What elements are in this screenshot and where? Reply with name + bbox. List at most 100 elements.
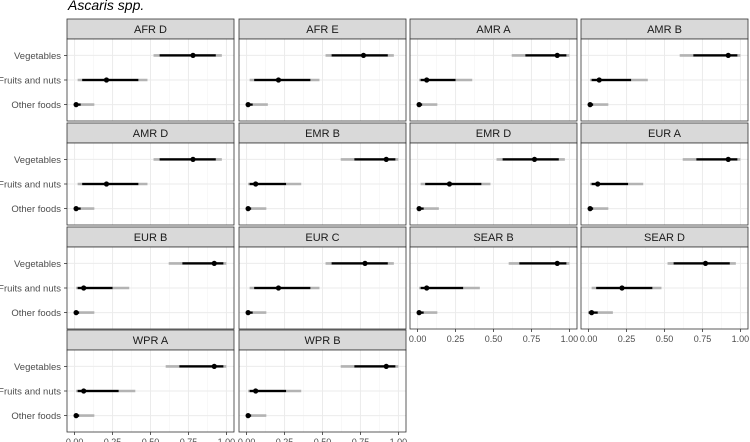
x-tick-label: 1.00 xyxy=(218,437,236,442)
facet-label: AFR D xyxy=(134,24,167,36)
facet-panel: SEAR D 0.00 0.25 0.50 0.75 1.00 xyxy=(580,226,750,344)
y-tick-label: Other foods xyxy=(11,204,61,215)
x-tick-label: 0.00 xyxy=(409,334,427,344)
facet-panels: AFR D Vegetables Fruits and nuts Other food… xyxy=(0,18,750,442)
median-point xyxy=(416,206,422,212)
median-point xyxy=(589,310,595,316)
y-tick-label: Vegetables xyxy=(14,155,61,166)
y-tick-label: Vegetables xyxy=(14,362,61,373)
facet-label: WPR A xyxy=(133,335,169,347)
panel-border xyxy=(409,142,578,226)
facet-panel: AMR A xyxy=(409,18,578,122)
x-tick-label: 1.00 xyxy=(561,334,579,344)
median-point xyxy=(253,388,259,394)
panel-border xyxy=(580,38,749,122)
median-point xyxy=(725,156,731,162)
median-point xyxy=(360,52,367,59)
facet-panel: AFR D Vegetables Fruits and nuts Other food… xyxy=(0,18,235,122)
facet-panel: EMR B xyxy=(238,122,407,226)
panel-border xyxy=(580,142,749,226)
x-tick-label: 0.00 xyxy=(66,437,84,442)
y-tick-label: Fruits and nuts xyxy=(0,76,61,87)
facet-label: AMR B xyxy=(647,24,682,36)
y-tick-label: Fruits and nuts xyxy=(0,180,61,191)
facet-panel: EUR A xyxy=(580,122,749,226)
median-point xyxy=(190,156,196,162)
facet-panel: AMR D Vegetables Fruits and nuts Other food… xyxy=(0,122,235,226)
x-tick-label: 0.75 xyxy=(523,334,541,344)
median-point xyxy=(362,260,368,266)
median-point xyxy=(554,52,560,59)
x-tick-label: 0.00 xyxy=(580,334,598,344)
facet-panel: WPR B 0.00 0.25 0.50 0.75 1.00 xyxy=(238,329,408,442)
panel-border xyxy=(238,38,407,122)
x-tick-label: 1.00 xyxy=(390,437,408,442)
x-tick-label: 0.75 xyxy=(352,437,370,442)
median-point xyxy=(211,260,217,266)
median-point xyxy=(245,102,251,108)
median-point xyxy=(595,181,601,187)
median-point xyxy=(253,181,259,187)
median-point xyxy=(81,388,87,394)
x-tick-label: 0.25 xyxy=(447,334,465,344)
median-point xyxy=(245,206,251,212)
x-tick-label: 0.75 xyxy=(180,437,198,442)
facet-label: EUR B xyxy=(134,232,168,244)
x-tick-label: 0.50 xyxy=(314,437,332,442)
median-point xyxy=(103,181,110,187)
x-tick-label: 0.50 xyxy=(656,334,674,344)
y-tick-label: Other foods xyxy=(11,308,61,319)
facet-panel: WPR A Vegetables Fruits and nuts Other food… xyxy=(0,329,236,442)
panel-border xyxy=(238,142,407,226)
median-point xyxy=(73,102,79,108)
chart-title: Ascaris spp. xyxy=(67,0,144,13)
facet-panel: EUR C xyxy=(238,226,407,330)
median-point xyxy=(245,310,251,316)
facet-label: EUR A xyxy=(648,128,682,140)
median-point xyxy=(211,363,217,369)
facet-label: EMR B xyxy=(305,128,340,140)
median-point xyxy=(190,52,196,59)
panel-border xyxy=(409,38,578,122)
x-tick-label: 0.00 xyxy=(238,437,256,442)
x-tick-label: 0.50 xyxy=(142,437,160,442)
facet-label: AMR D xyxy=(133,128,169,140)
median-point xyxy=(725,52,731,59)
facet-label: WPR B xyxy=(304,335,340,347)
median-point xyxy=(596,77,602,83)
median-point xyxy=(275,285,282,291)
facet-label: AFR E xyxy=(306,24,338,36)
facet-panel: EUR B Vegetables Fruits and nuts Other food… xyxy=(0,226,235,330)
median-point xyxy=(424,77,430,83)
y-tick-label: Other foods xyxy=(11,411,61,422)
x-tick-label: 1.00 xyxy=(732,334,750,344)
median-point xyxy=(383,156,389,162)
median-point xyxy=(416,102,422,108)
median-point xyxy=(416,310,422,316)
median-point xyxy=(702,260,709,266)
median-point xyxy=(103,77,110,83)
facet-label: AMR A xyxy=(476,24,511,36)
y-tick-label: Fruits and nuts xyxy=(0,387,61,398)
median-point xyxy=(531,156,538,162)
x-tick-label: 0.50 xyxy=(485,334,503,344)
facet-panel: AMR B xyxy=(580,18,749,122)
median-point xyxy=(587,102,593,108)
y-tick-label: Other foods xyxy=(11,100,61,111)
x-tick-label: 0.75 xyxy=(694,334,712,344)
median-point xyxy=(554,260,560,266)
facet-label: SEAR B xyxy=(473,232,513,244)
facet-label: EUR C xyxy=(305,232,339,244)
facet-panel: SEAR B 0.00 0.25 0.50 0.75 1.00 xyxy=(409,226,579,344)
median-point xyxy=(383,363,389,369)
y-tick-label: Fruits and nuts xyxy=(0,284,61,295)
median-point xyxy=(73,413,79,419)
facet-panel: AFR E xyxy=(238,18,407,122)
x-tick-label: 0.25 xyxy=(104,437,122,442)
median-point xyxy=(73,206,79,212)
median-point xyxy=(275,77,282,83)
facet-label: EMR D xyxy=(476,128,512,140)
median-point xyxy=(619,285,625,291)
y-tick-label: Vegetables xyxy=(14,259,61,270)
